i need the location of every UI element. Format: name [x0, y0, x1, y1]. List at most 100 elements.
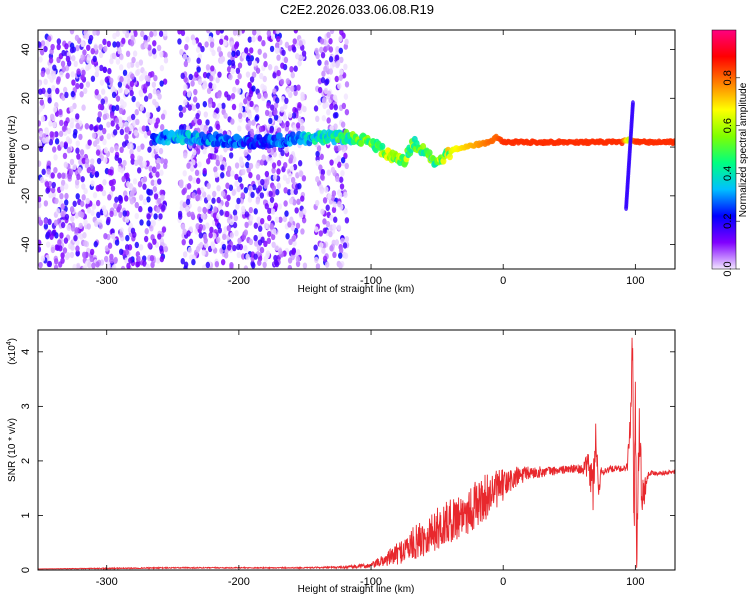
noise-speckle	[75, 239, 80, 246]
noise-speckle	[45, 40, 50, 47]
noise-speckle	[51, 181, 56, 189]
noise-speckle	[181, 238, 186, 246]
noise-speckle	[231, 50, 236, 57]
ridge-mark	[420, 142, 427, 150]
noise-speckle	[323, 87, 329, 95]
noise-speckle	[146, 213, 151, 220]
noise-speckle	[221, 243, 227, 251]
noise-speckle	[202, 80, 207, 87]
noise-speckle	[91, 168, 96, 175]
noise-speckle	[119, 128, 125, 136]
noise-speckle	[62, 86, 68, 94]
noise-speckle	[191, 192, 196, 199]
noise-speckle	[106, 121, 111, 128]
noise-speckle	[60, 179, 66, 187]
noise-speckle	[188, 225, 194, 233]
noise-speckle	[321, 97, 327, 104]
noise-speckle	[75, 193, 80, 200]
noise-speckle	[182, 187, 187, 194]
noise-speckle	[43, 45, 48, 53]
colorbar-tick-label: 0.0	[722, 261, 734, 276]
noise-speckle	[117, 165, 122, 173]
noise-speckle	[109, 77, 114, 85]
colorbar-title: Normalized spectral amplitude	[738, 82, 749, 217]
noise-speckle	[197, 206, 202, 213]
noise-speckle	[255, 198, 260, 205]
noise-speckle	[196, 66, 201, 73]
noise-speckle	[124, 121, 129, 128]
noise-speckle	[215, 76, 220, 84]
noise-speckle	[302, 105, 307, 113]
noise-speckle	[124, 216, 130, 223]
noise-speckle	[206, 87, 212, 95]
noise-speckle	[230, 118, 235, 125]
noise-speckle	[248, 185, 253, 192]
noise-speckle	[329, 30, 335, 35]
noise-speckle	[158, 213, 163, 220]
noise-speckle	[81, 104, 86, 111]
noise-speckle	[320, 76, 326, 84]
noise-speckle	[95, 30, 100, 36]
noise-speckle	[124, 87, 129, 95]
noise-speckle	[264, 109, 270, 117]
noise-speckle	[146, 111, 151, 119]
noise-speckle	[296, 198, 301, 205]
noise-speckle	[104, 76, 110, 83]
noise-speckle	[96, 116, 102, 123]
noise-speckle	[297, 101, 302, 109]
noise-speckle	[182, 152, 188, 159]
noise-speckle	[328, 46, 334, 53]
spectrogram-y-tick-label: 20	[20, 92, 32, 104]
noise-speckle	[40, 115, 46, 123]
noise-speckle	[178, 124, 184, 132]
noise-speckle	[253, 208, 258, 215]
noise-speckle	[145, 263, 150, 269]
noise-speckle	[122, 69, 128, 77]
noise-speckle	[98, 124, 104, 131]
noise-speckle	[324, 186, 329, 193]
noise-speckle	[257, 225, 263, 232]
ridge-mark	[446, 153, 453, 161]
noise-speckle	[245, 55, 251, 62]
noise-speckle	[121, 175, 126, 183]
noise-speckle	[192, 177, 197, 184]
noise-speckle	[195, 102, 201, 109]
noise-speckle	[63, 120, 69, 127]
noise-speckle	[276, 182, 282, 190]
noise-speckle	[109, 57, 114, 65]
noise-speckle	[60, 203, 65, 210]
noise-speckle	[326, 31, 331, 39]
snr-line-marks	[38, 337, 675, 570]
noise-speckle	[338, 74, 343, 81]
snr-y-tick-label: 4	[20, 349, 32, 355]
noise-speckle	[64, 183, 69, 190]
noise-speckle	[81, 183, 86, 190]
noise-speckle	[341, 102, 347, 110]
noise-speckle	[218, 154, 224, 162]
noise-speckle	[38, 105, 44, 112]
noise-speckle	[249, 76, 255, 83]
noise-speckle	[219, 209, 224, 216]
noise-speckle	[157, 197, 162, 205]
noise-speckle	[58, 245, 63, 252]
noise-speckle	[178, 111, 184, 118]
noise-speckle	[149, 31, 154, 38]
noise-speckle	[47, 87, 52, 95]
noise-speckle	[215, 30, 221, 36]
noise-speckle	[251, 35, 256, 43]
noise-speckle	[192, 149, 197, 156]
noise-speckle	[294, 207, 299, 214]
noise-speckle	[98, 43, 103, 51]
noise-speckle	[202, 127, 208, 134]
noise-speckle	[293, 65, 298, 72]
noise-speckle	[262, 75, 267, 83]
noise-speckle	[50, 186, 56, 194]
noise-speckle	[95, 137, 100, 145]
noise-speckle	[113, 256, 118, 264]
noise-speckle	[115, 58, 121, 65]
noise-speckle	[215, 236, 221, 244]
noise-speckle	[196, 118, 202, 126]
noise-speckle	[275, 97, 280, 104]
noise-speckle	[51, 146, 57, 153]
noise-speckle	[61, 125, 67, 132]
